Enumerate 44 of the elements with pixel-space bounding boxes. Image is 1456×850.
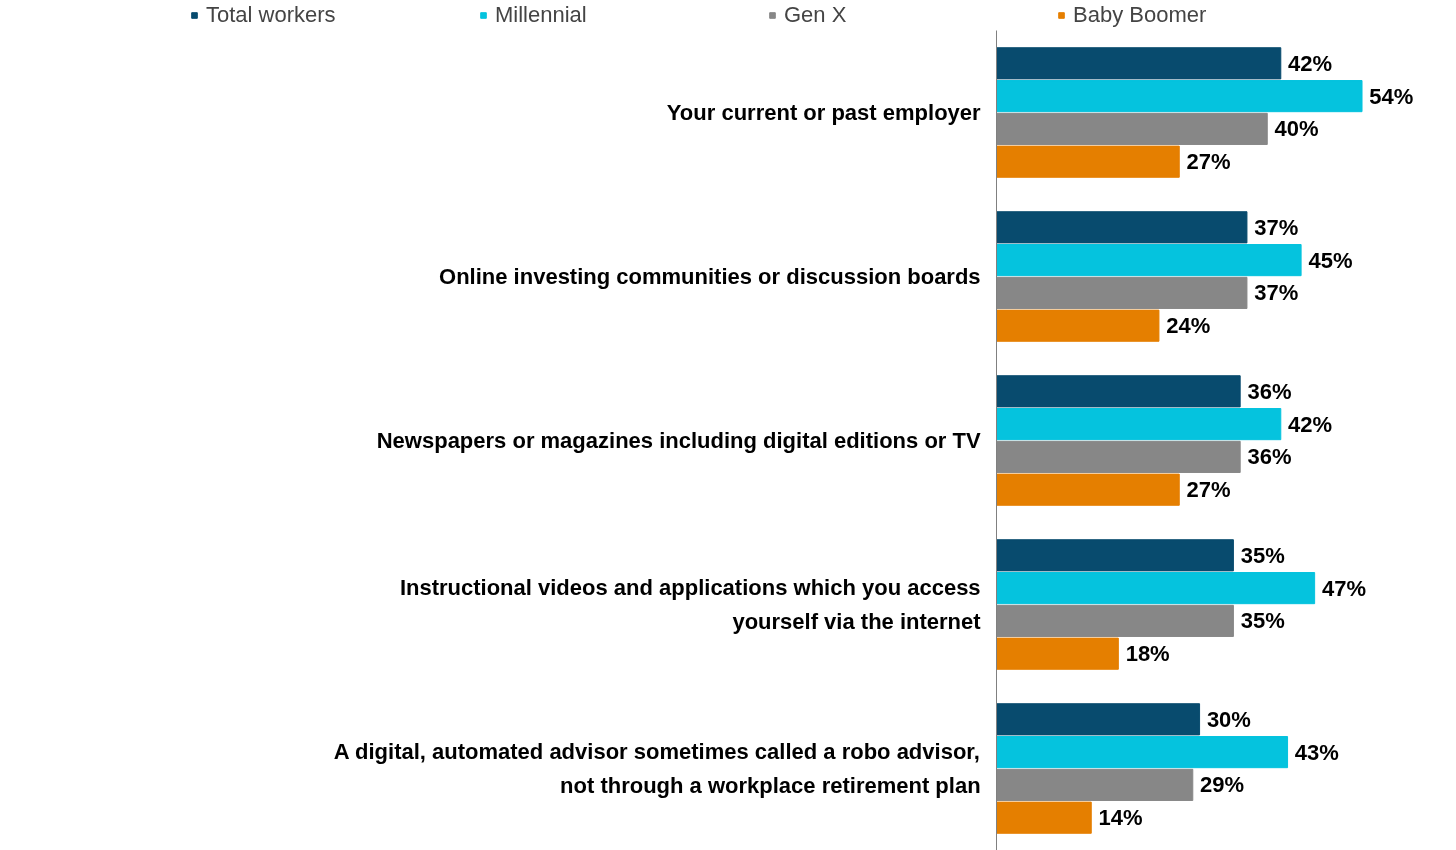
bar — [996, 375, 1241, 408]
data-label: 18% — [1125, 641, 1170, 667]
y-tick-label: Instructional videos and applications which you access yourself via the internet — [399, 575, 982, 634]
bar — [996, 211, 1248, 244]
bar — [996, 244, 1302, 277]
data-label: 37% — [1254, 280, 1299, 306]
data-label: 35% — [1240, 542, 1285, 568]
bar — [996, 408, 1282, 441]
data-label: 27% — [1186, 477, 1231, 503]
y-tick-label: Online investing communities or discussion boards — [439, 264, 981, 289]
bar — [996, 473, 1180, 506]
bar — [996, 703, 1201, 736]
data-label: 24% — [1166, 313, 1211, 339]
legend-label: Gen X — [784, 2, 848, 28]
y-tick-label: Newspapers or magazines including digital editions or TV — [376, 428, 981, 453]
y-tick-label: A digital, automated advisor sometimes called a robo advisor, not through a workplace retirement plan — [333, 739, 981, 798]
data-label: 30% — [1206, 706, 1251, 732]
data-label: 36% — [1247, 378, 1292, 404]
bar — [996, 801, 1092, 834]
bar — [996, 47, 1282, 80]
legend-label: Millennial — [495, 2, 588, 28]
bar — [996, 572, 1316, 605]
data-label: 43% — [1294, 739, 1339, 765]
data-label: 42% — [1288, 411, 1333, 437]
data-label: 54% — [1369, 83, 1414, 109]
legend-label: Total workers — [206, 2, 337, 28]
bar — [996, 736, 1289, 769]
bar — [996, 309, 1160, 342]
data-label: 29% — [1200, 772, 1245, 798]
bar — [996, 539, 1234, 572]
data-label: 27% — [1186, 149, 1231, 175]
data-label: 14% — [1098, 805, 1143, 831]
data-label: 45% — [1308, 247, 1353, 273]
bar — [996, 637, 1119, 670]
bar — [996, 145, 1180, 178]
data-label: 42% — [1288, 50, 1333, 76]
data-label: 37% — [1254, 214, 1299, 240]
data-label: 35% — [1240, 608, 1285, 634]
bar — [996, 80, 1363, 113]
data-label: 47% — [1321, 575, 1366, 601]
y-tick-label: Your current or past employer — [666, 100, 982, 125]
data-label: 40% — [1274, 116, 1319, 142]
data-label: 36% — [1247, 444, 1292, 470]
legend-label: Baby Boomer — [1073, 2, 1208, 28]
